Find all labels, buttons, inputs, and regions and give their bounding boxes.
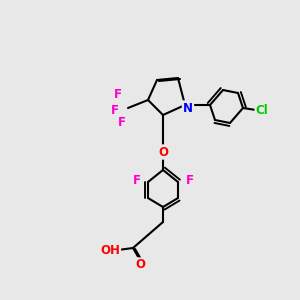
Text: Cl: Cl [256,103,268,116]
Text: F: F [118,116,126,128]
Text: O: O [158,146,168,158]
Text: O: O [135,259,145,272]
Text: F: F [133,173,141,187]
Text: N: N [183,101,193,115]
Text: F: F [111,103,119,116]
Text: F: F [114,88,122,101]
Text: OH: OH [100,244,120,256]
Text: F: F [186,173,194,187]
